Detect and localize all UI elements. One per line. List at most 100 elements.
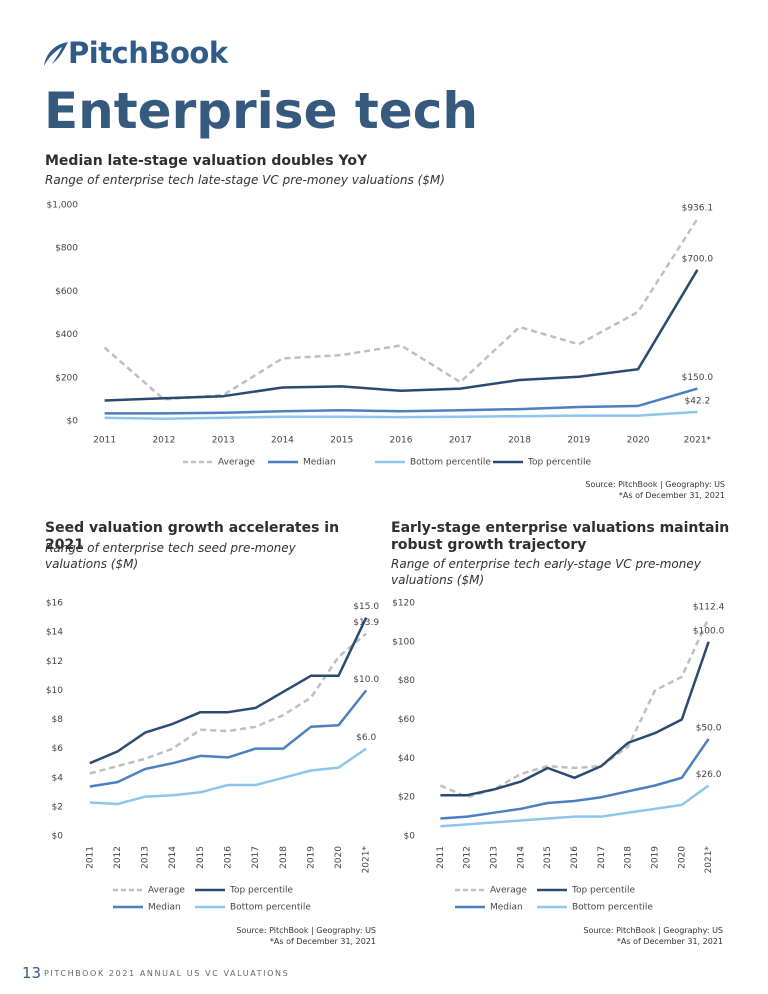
- x-tick-label: 2019: [650, 846, 660, 869]
- x-tick-label: 2013: [212, 436, 235, 446]
- source: Source: PitchBook | Geography: US: [585, 480, 725, 489]
- value-label: $15.0: [353, 602, 379, 612]
- x-tick-label: 2020: [627, 436, 650, 446]
- value-label: $10.0: [353, 675, 379, 685]
- page-number: 13: [22, 964, 42, 982]
- series-line: [440, 784, 710, 828]
- legend-label: Bottom percentile: [410, 458, 491, 468]
- chart-subtitle: Range of enterprise tech early-stage VC …: [391, 557, 701, 587]
- legend-label: Bottom percentile: [572, 903, 653, 913]
- note: *As of December 31, 2021: [616, 937, 723, 946]
- y-tick-label: $4: [52, 773, 64, 783]
- y-tick-label: $0: [404, 832, 416, 842]
- x-tick-label: 2015: [196, 846, 206, 869]
- value-label: $100.0: [693, 626, 725, 636]
- x-tick-label: 2021*: [704, 846, 714, 874]
- y-tick-label: $20: [398, 793, 415, 803]
- y-tick-label: $100: [392, 637, 415, 647]
- value-label: $42.2: [684, 396, 710, 406]
- x-tick-label: 2014: [271, 436, 294, 446]
- logo-icon: [44, 42, 68, 66]
- x-tick-label: 2011: [436, 846, 446, 869]
- y-tick-label: $200: [55, 373, 78, 383]
- x-tick-label: 2015: [543, 846, 553, 869]
- series-line: [103, 218, 699, 401]
- y-tick-label: $800: [55, 244, 78, 254]
- legend-label: Average: [490, 886, 527, 896]
- x-tick-label: 2016: [570, 846, 580, 869]
- y-tick-label: $60: [398, 715, 415, 725]
- x-tick-label: 2012: [113, 846, 123, 869]
- x-tick-label: 2016: [390, 436, 413, 446]
- page-title: Enterprise tech: [44, 82, 478, 140]
- publication: PITCHBOOK 2021 ANNUAL US VC VALUATIONS: [44, 969, 290, 978]
- value-label: $6.0: [356, 733, 376, 743]
- x-tick-label: 2021*: [684, 436, 712, 446]
- y-tick-label: $0: [67, 417, 79, 427]
- value-label: $150.0: [682, 373, 714, 383]
- legend-label: Top percentile: [571, 886, 636, 896]
- series-line: [104, 387, 698, 415]
- x-tick-label: 2012: [463, 846, 473, 869]
- series-line: [89, 632, 368, 775]
- x-tick-label: 2012: [152, 436, 175, 446]
- y-tick-label: $80: [398, 676, 415, 686]
- legend-label: Median: [148, 903, 181, 913]
- x-tick-label: 2020: [334, 846, 344, 869]
- x-tick-label: 2019: [306, 846, 316, 869]
- series-line: [440, 641, 710, 797]
- x-tick-label: 2020: [677, 846, 687, 869]
- legend-label: Median: [303, 458, 336, 468]
- series-line: [104, 410, 698, 421]
- chart-subtitle: Range of enterprise tech late-stage VC p…: [45, 173, 445, 187]
- x-tick-label: 2017: [449, 436, 472, 446]
- value-label: $700.0: [682, 254, 714, 264]
- chart-title: Median late-stage valuation doubles YoY: [45, 153, 368, 169]
- chart-title: Seed valuation growth accelerates in 202…: [45, 520, 340, 553]
- y-tick-label: $14: [46, 628, 63, 638]
- x-tick-label: 2017: [597, 846, 607, 869]
- series-line: [440, 738, 710, 820]
- y-tick-label: $6: [52, 744, 64, 754]
- series-line: [104, 269, 699, 402]
- x-tick-label: 2011: [85, 846, 95, 869]
- series-line: [89, 689, 368, 788]
- x-tick-label: 2011: [93, 436, 116, 446]
- x-tick-label: 2013: [490, 846, 500, 869]
- legend-label: Top percentile: [229, 886, 294, 896]
- note: *As of December 31, 2021: [269, 937, 376, 946]
- x-tick-label: 2013: [141, 846, 151, 869]
- source: Source: PitchBook | Geography: US: [236, 926, 376, 935]
- value-label: $50.0: [696, 723, 722, 733]
- value-label: $26.0: [696, 770, 722, 780]
- legend-label: Top percentile: [527, 458, 592, 468]
- x-tick-label: 2014: [516, 846, 526, 869]
- x-tick-label: 2018: [624, 846, 634, 869]
- y-tick-label: $600: [55, 287, 78, 297]
- x-tick-label: 2017: [251, 846, 261, 869]
- y-tick-label: $400: [55, 330, 78, 340]
- x-tick-label: 2021*: [362, 846, 372, 874]
- series-line: [89, 747, 367, 806]
- legend-label: Median: [490, 903, 523, 913]
- x-tick-label: 2014: [168, 846, 178, 869]
- y-tick-label: $120: [392, 599, 415, 609]
- x-tick-label: 2018: [508, 436, 531, 446]
- y-tick-label: $40: [398, 754, 415, 764]
- legend-label: Bottom percentile: [230, 903, 311, 913]
- note: *As of December 31, 2021: [618, 491, 725, 500]
- value-label: $13.9: [353, 618, 379, 628]
- y-tick-label: $0: [52, 832, 64, 842]
- value-label: $936.1: [682, 203, 714, 213]
- y-tick-label: $8: [52, 715, 64, 725]
- y-tick-label: $1,000: [47, 201, 79, 211]
- y-tick-label: $2: [52, 802, 63, 812]
- y-tick-label: $10: [46, 686, 63, 696]
- legend-label: Average: [218, 458, 255, 468]
- legend-label: Average: [148, 886, 185, 896]
- y-tick-label: $12: [46, 657, 63, 667]
- x-tick-label: 2015: [330, 436, 353, 446]
- chart-title: Early-stage enterprise valuations mainta…: [391, 520, 730, 553]
- x-tick-label: 2019: [567, 436, 590, 446]
